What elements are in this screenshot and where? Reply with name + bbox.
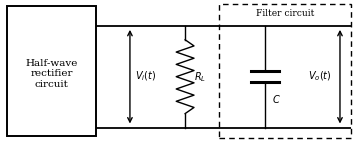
Text: Half-wave
rectifier
circuit: Half-wave rectifier circuit bbox=[25, 59, 78, 89]
Text: $V_o(t)$: $V_o(t)$ bbox=[308, 70, 332, 83]
Bar bbox=[219, 4, 351, 138]
Text: $R_L$: $R_L$ bbox=[194, 70, 206, 84]
Text: Filter circuit: Filter circuit bbox=[256, 9, 314, 17]
Text: $C$: $C$ bbox=[272, 93, 281, 105]
Text: $V_i(t)$: $V_i(t)$ bbox=[135, 70, 157, 83]
Bar bbox=[7, 6, 96, 136]
